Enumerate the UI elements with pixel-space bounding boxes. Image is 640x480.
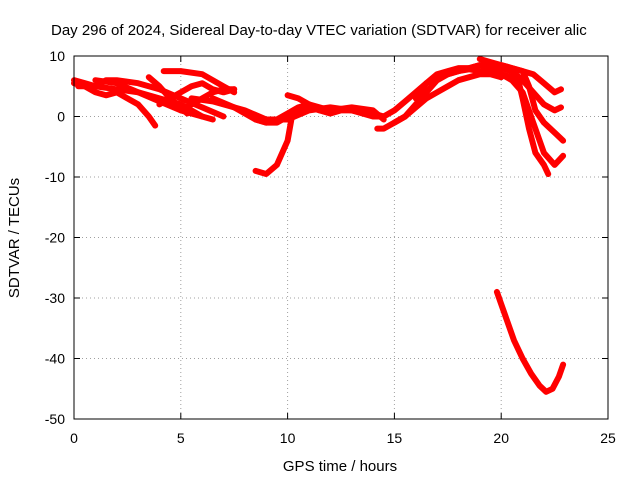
y-tick-label: -30 xyxy=(45,290,65,306)
series-line-track-13 xyxy=(284,92,323,114)
x-axis-title: GPS time / hours xyxy=(283,458,397,475)
y-tick-label: -50 xyxy=(45,411,65,427)
x-tick-label: 20 xyxy=(493,430,509,446)
y-tick-label: 0 xyxy=(57,109,65,125)
series-line-track-12 xyxy=(252,113,295,177)
x-tick-label: 0 xyxy=(70,430,78,446)
y-tick-label: 10 xyxy=(49,48,65,64)
chart-title: Day 296 of 2024, Sidereal Day-to-day VTE… xyxy=(51,22,587,39)
y-tick-label: -20 xyxy=(45,230,65,246)
x-tick-label: 25 xyxy=(600,430,616,446)
x-tick-label: 15 xyxy=(387,430,403,446)
tick-layer: 0 5 10 15 20 25 -50 -40 -30 -20 -10 0 10 xyxy=(45,48,616,446)
x-tick-label: 5 xyxy=(177,430,185,446)
series-line-track-8 xyxy=(177,86,238,114)
series-line-track-20 xyxy=(498,62,567,144)
series-layer xyxy=(71,56,567,395)
series-line-track-21 xyxy=(493,288,567,395)
y-axis-title: SDTVAR / TECUs xyxy=(6,178,23,298)
y-tick-label: -10 xyxy=(45,169,65,185)
x-tick-label: 10 xyxy=(280,430,296,446)
y-tick-label: -40 xyxy=(45,351,65,367)
series-line-track-4 xyxy=(92,77,216,123)
